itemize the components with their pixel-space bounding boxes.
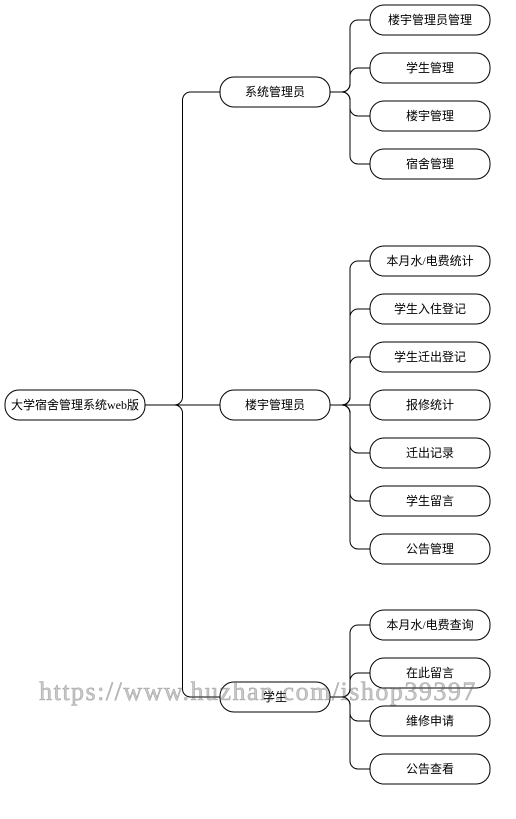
leaf-node-l21-label: 本月水/电费统计 (386, 254, 473, 268)
mid-node-m2-label: 楼宇管理员 (245, 397, 305, 412)
edge (145, 405, 220, 697)
leaf-node-l26-label: 学生留言 (406, 493, 454, 508)
leaf-node-l22-label: 学生入住登记 (394, 301, 466, 316)
tree-diagram: 大学宿舍管理系统web版系统管理员楼宇管理员学生楼宇管理员管理学生管理楼宇管理宿… (0, 0, 516, 819)
leaf-node-l12-label: 学生管理 (406, 60, 454, 75)
leaf-node-l14-label: 宿舍管理 (406, 156, 454, 171)
leaf-node-l25-label: 迁出记录 (406, 446, 454, 460)
mid-node-m1-label: 系统管理员 (245, 84, 305, 99)
edge (330, 92, 370, 164)
edge (145, 92, 220, 405)
edge (330, 357, 370, 405)
leaf-node-l31-label: 本月水/电费查询 (386, 618, 473, 632)
leaf-node-l23-label: 学生迁出登记 (394, 349, 466, 364)
leaf-node-l24-label: 报修统计 (406, 397, 454, 412)
watermark-text: https://www.huzhan.com/ishop39397 (39, 677, 477, 706)
edge (330, 697, 370, 769)
leaf-node-l33-label: 维修申请 (406, 713, 454, 728)
leaf-node-l27-label: 公告管理 (406, 541, 454, 556)
root-node-label: 大学宿舍管理系统web版 (11, 397, 139, 412)
leaf-node-l13-label: 楼宇管理 (406, 108, 454, 123)
leaf-node-l34-label: 公告查看 (406, 762, 454, 776)
edge (330, 405, 370, 549)
leaf-node-l11-label: 楼宇管理员管理 (388, 12, 472, 27)
